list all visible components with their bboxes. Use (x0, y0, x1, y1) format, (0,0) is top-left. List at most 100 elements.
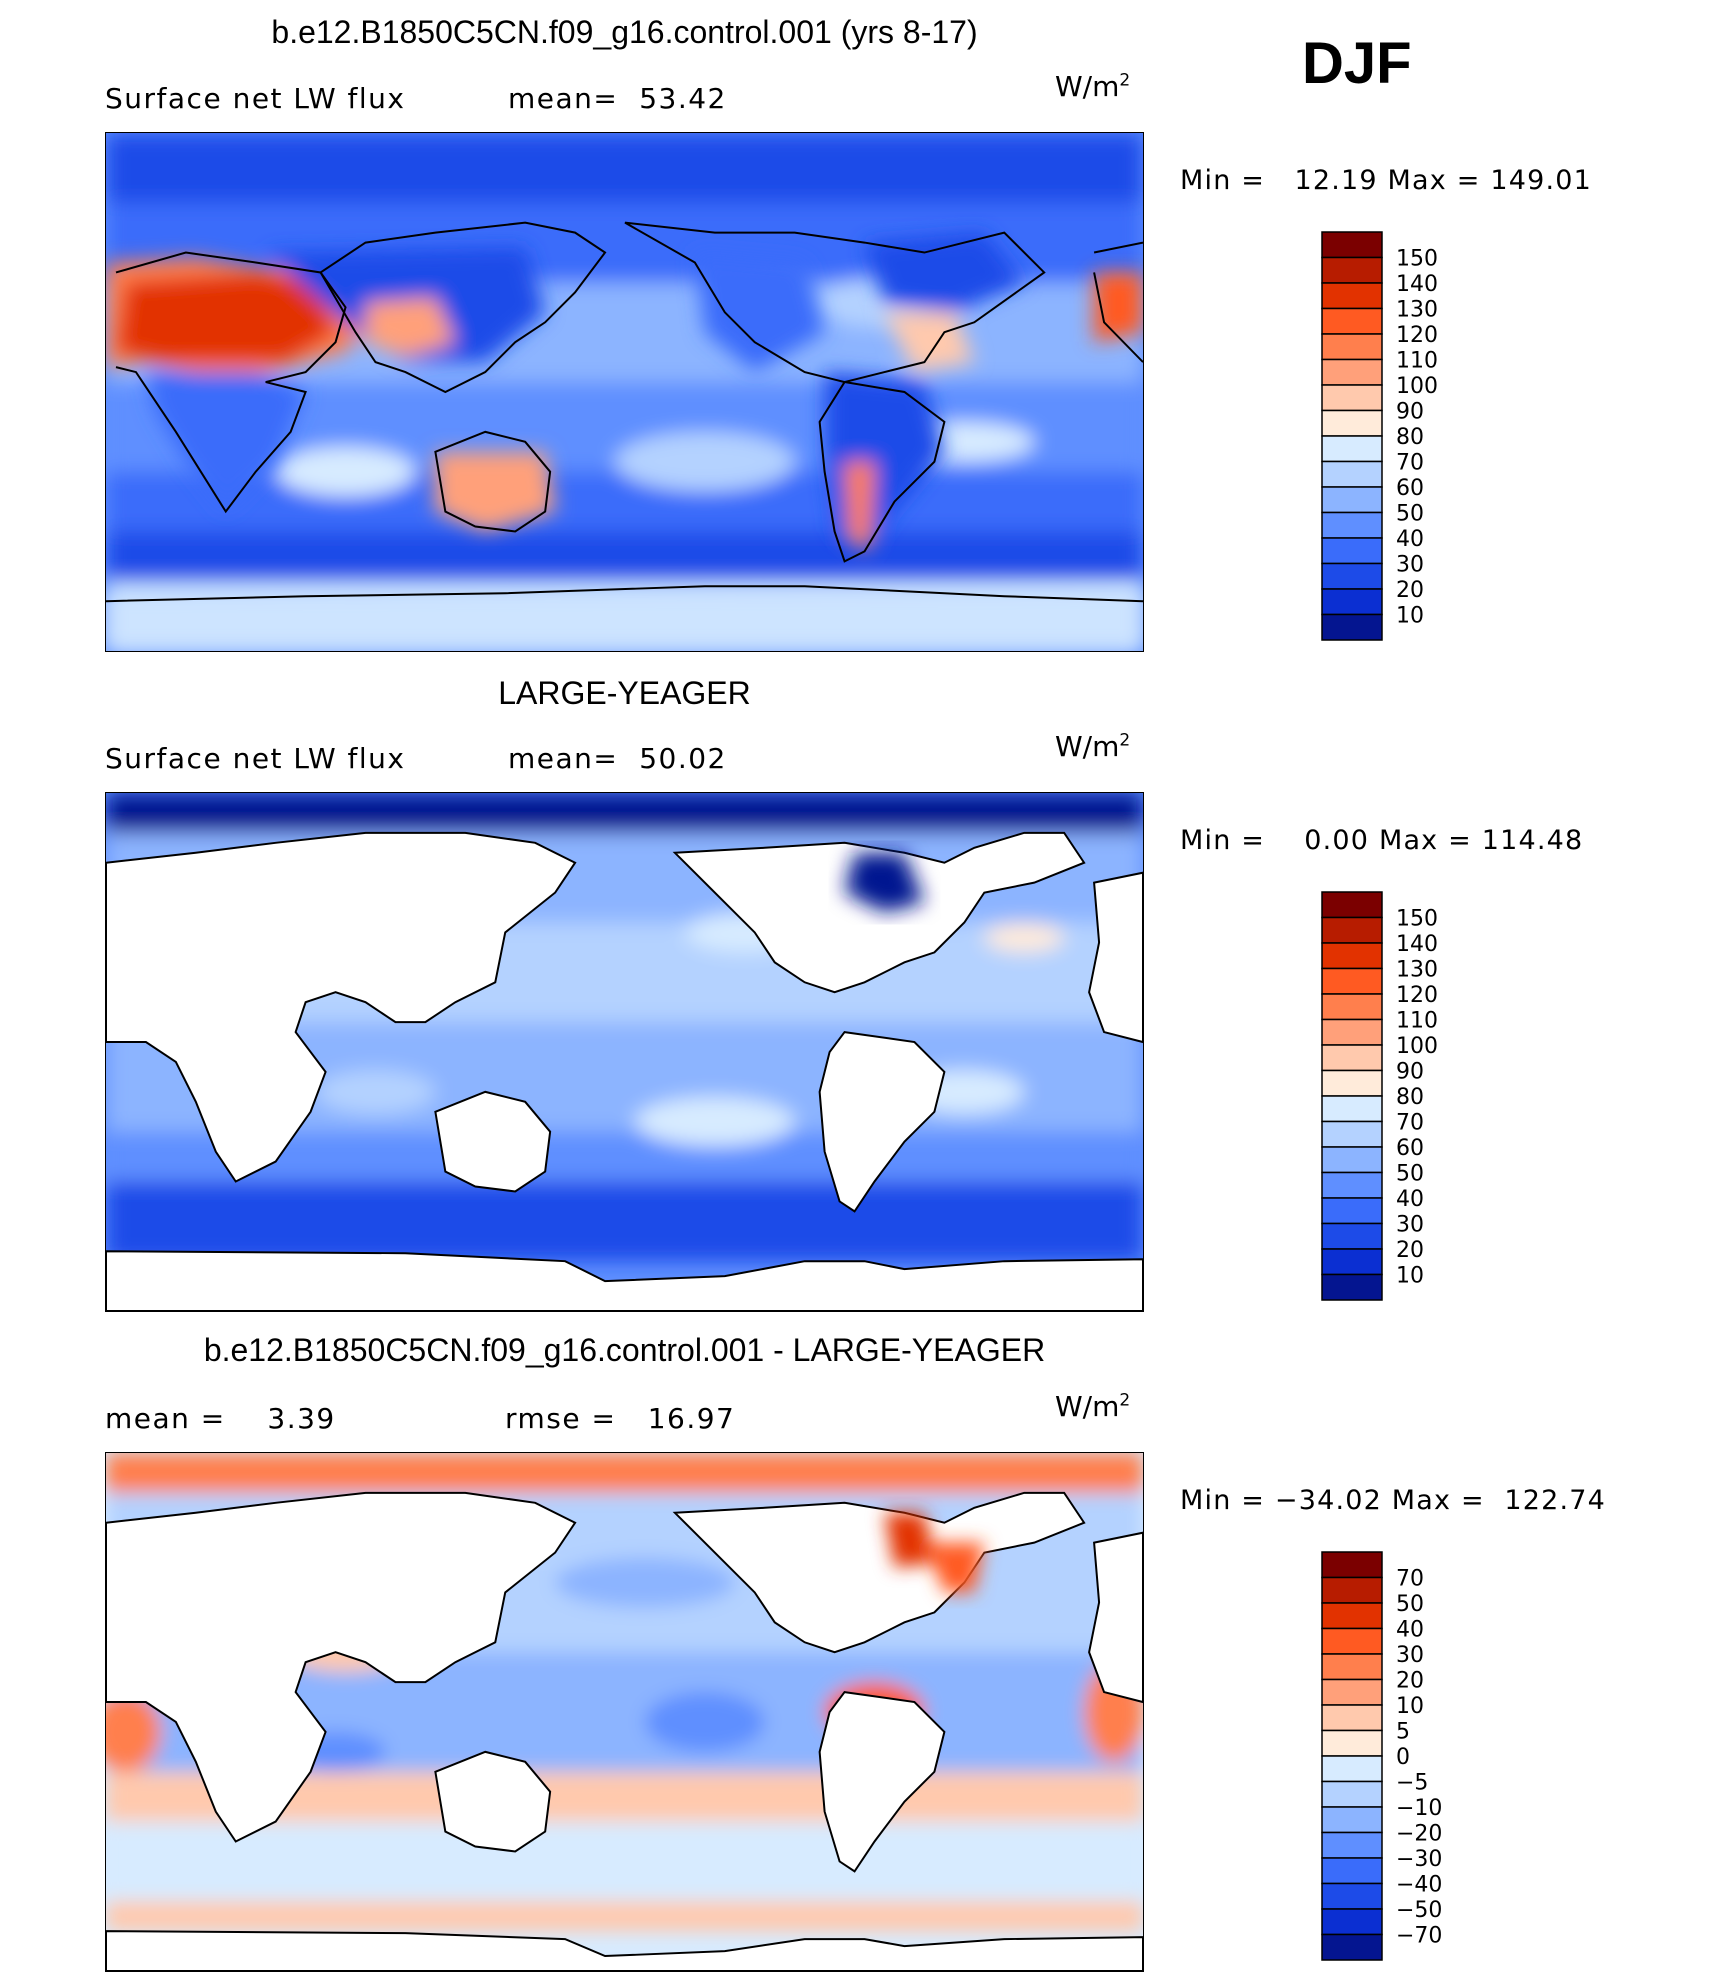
colorbar-swatch (1321, 460, 1383, 488)
colorbar-swatch (1321, 1551, 1383, 1579)
colorbar-swatch (1321, 435, 1383, 463)
colorbar-tick-label: 40 (1396, 527, 1424, 552)
colorbar-swatch (1321, 1908, 1383, 1936)
colorbar-tick-label: −70 (1396, 1924, 1442, 1949)
colorbar-tick-label: 120 (1396, 983, 1438, 1008)
colorbar-swatch (1321, 1044, 1383, 1072)
colorbar-tick-label: 50 (1396, 1592, 1424, 1617)
panel-1-mean-label: mean= 53.42 (508, 82, 727, 115)
colorbar-swatch (1321, 1095, 1383, 1123)
panel-2-variable-label: Surface net LW flux (105, 742, 406, 775)
panel-2-mean-value: 50.02 (639, 742, 727, 775)
colorbar-tick-label: −30 (1396, 1847, 1442, 1872)
colorbar-swatch (1321, 1248, 1383, 1276)
colorbar-swatch (1321, 358, 1383, 386)
colorbar-tick-label: 0 (1396, 1745, 1410, 1770)
colorbar-tick-label: 70 (1396, 1567, 1424, 1592)
colorbar-swatch (1321, 486, 1383, 514)
colorbar-tick-label: −20 (1396, 1822, 1442, 1847)
colorbar-tick-label: 120 (1396, 323, 1438, 348)
panel-3-colorbar: 70 50 40 30 20 10 5 0 −5 −10 −20 −30 −40 −50 −70 (1321, 1551, 1492, 1967)
colorbar-tick-label: 150 (1396, 247, 1438, 272)
colorbar-swatch (1321, 333, 1383, 361)
panel-3-rmse-value: 16.97 (647, 1402, 736, 1435)
colorbar-tick-label: 90 (1396, 400, 1424, 425)
panel-3-units: W/m2 (1055, 1390, 1131, 1423)
colorbar-tick-label: 20 (1396, 578, 1424, 603)
colorbar-swatch (1321, 942, 1383, 970)
colorbar-tick-label: 110 (1396, 349, 1438, 374)
colorbar-tick-label: 80 (1396, 425, 1424, 450)
colorbar-swatch (1321, 1806, 1383, 1834)
colorbar-tick-label: 20 (1396, 1238, 1424, 1263)
colorbar-tick-label: 130 (1396, 958, 1438, 983)
colorbar-swatch (1321, 1678, 1383, 1706)
colorbar-swatch (1321, 916, 1383, 944)
panel-3-mean-label: mean = 3.39 (105, 1402, 336, 1435)
colorbar-swatch (1321, 1857, 1383, 1885)
colorbar-tick-label: 40 (1396, 1187, 1424, 1212)
panel-3-map (105, 1452, 1144, 1972)
colorbar-tick-label: 110 (1396, 1009, 1438, 1034)
colorbar-swatch (1321, 1171, 1383, 1199)
colorbar-tick-label: 140 (1396, 932, 1438, 957)
colorbar-swatch (1321, 1576, 1383, 1604)
colorbar-tick-label: 5 (1396, 1720, 1410, 1745)
colorbar-swatch (1321, 967, 1383, 995)
colorbar-tick-label: 60 (1396, 476, 1424, 501)
colorbar-swatch (1321, 256, 1383, 284)
colorbar-swatch (1321, 1273, 1383, 1301)
colorbar-tick-label: 70 (1396, 1111, 1424, 1136)
panel-2-title: LARGE-YEAGER (498, 675, 751, 711)
colorbar-swatch (1321, 1602, 1383, 1630)
colorbar-tick-label: 60 (1396, 1136, 1424, 1161)
panel-1-mean-value: 53.42 (639, 82, 727, 115)
colorbar-swatch (1321, 1729, 1383, 1757)
colorbar-swatch (1321, 1780, 1383, 1808)
panel-1-variable-label: Surface net LW flux (105, 82, 406, 115)
panel-3-rmse-label: rmse = 16.97 (505, 1402, 736, 1435)
panel-2-mean-label: mean= 50.02 (508, 742, 727, 775)
colorbar-swatch (1321, 613, 1383, 641)
colorbar-swatch (1321, 537, 1383, 565)
colorbar-tick-label: 10 (1396, 1264, 1424, 1289)
colorbar-tick-label: 10 (1396, 604, 1424, 629)
colorbar-swatch (1321, 1197, 1383, 1225)
colorbar-tick-label: −5 (1396, 1771, 1428, 1796)
colorbar-swatch (1321, 1653, 1383, 1681)
colorbar-tick-label: 50 (1396, 1162, 1424, 1187)
panel-1-title: b.e12.B1850C5CN.f09_g16.control.001 (yrs… (271, 14, 978, 50)
colorbar-swatch (1321, 562, 1383, 590)
colorbar-tick-label: 30 (1396, 1213, 1424, 1238)
colorbar-swatch (1321, 1882, 1383, 1910)
colorbar-swatch (1321, 231, 1383, 259)
colorbar-swatch (1321, 891, 1383, 919)
colorbar-tick-label: 10 (1396, 1694, 1424, 1719)
colorbar-tick-label: 80 (1396, 1085, 1424, 1110)
panel-1-colorbar: 150 140 130 120 110 100 90 80 70 60 50 40 30 20 10 (1321, 231, 1492, 647)
colorbar-swatch (1321, 1222, 1383, 1250)
panel-3-title: b.e12.B1850C5CN.f09_g16.control.001 - LA… (203, 1332, 1046, 1368)
panel-1-units: W/m2 (1055, 70, 1131, 103)
colorbar-swatch (1321, 1704, 1383, 1732)
colorbar-tick-label: 90 (1396, 1060, 1424, 1085)
panel-2-units: W/m2 (1055, 730, 1131, 763)
colorbar-tick-label: 100 (1396, 374, 1438, 399)
panel-3-minmax: Min = −34.02 Max = 122.74 (1180, 1485, 1607, 1516)
panel-2-map (105, 792, 1144, 1312)
colorbar-tick-label: 30 (1396, 1643, 1424, 1668)
colorbar-swatch (1321, 1018, 1383, 1046)
panel-2-minmax: Min = 0.00 Max = 114.48 (1180, 825, 1584, 856)
colorbar-tick-label: 130 (1396, 298, 1438, 323)
colorbar-tick-label: 140 (1396, 272, 1438, 297)
colorbar-swatch (1321, 1069, 1383, 1097)
colorbar-tick-label: 30 (1396, 553, 1424, 578)
colorbar-swatch (1321, 1831, 1383, 1859)
colorbar-swatch (1321, 282, 1383, 310)
colorbar-swatch (1321, 1933, 1383, 1961)
colorbar-swatch (1321, 588, 1383, 616)
colorbar-swatch (1321, 1146, 1383, 1174)
colorbar-swatch (1321, 511, 1383, 539)
colorbar-tick-label: −10 (1396, 1796, 1442, 1821)
colorbar-swatch (1321, 1120, 1383, 1148)
